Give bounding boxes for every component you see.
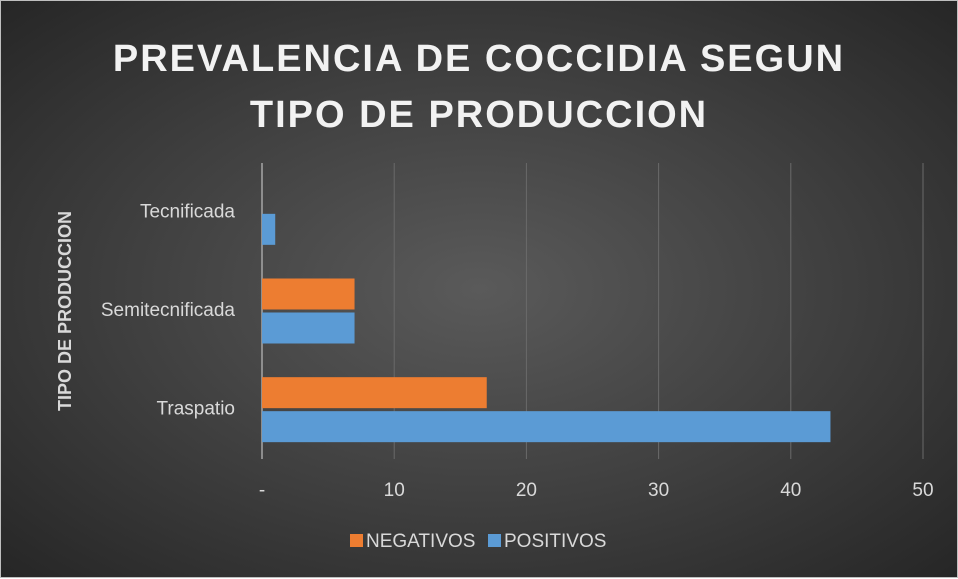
x-tick-label: -	[259, 480, 265, 501]
legend-label: POSITIVOS	[504, 531, 606, 552]
bar	[262, 411, 831, 443]
x-tick-label: 40	[780, 480, 801, 501]
y-axis-label: TIPO DE PRODUCCION	[55, 211, 75, 411]
y-tick-label: Traspatio	[157, 399, 236, 420]
x-tick-label: 10	[384, 480, 405, 501]
bar	[262, 213, 276, 245]
legend-label: NEGATIVOS	[366, 531, 475, 552]
y-tick-label: Semitecnificada	[101, 300, 236, 321]
chart-title: PREVALENCIA DE COCCIDIA SEGUN TIPO DE PR…	[112, 38, 846, 136]
bar	[262, 278, 355, 310]
legend-swatch	[488, 534, 501, 547]
x-tick-label: 30	[648, 480, 669, 501]
y-tick-label: Tecnificada	[140, 201, 235, 222]
bar	[262, 312, 355, 344]
legend-swatch	[350, 534, 363, 547]
bar	[262, 377, 487, 409]
x-tick-label: 50	[912, 480, 933, 501]
x-tick-label: 20	[516, 480, 537, 501]
